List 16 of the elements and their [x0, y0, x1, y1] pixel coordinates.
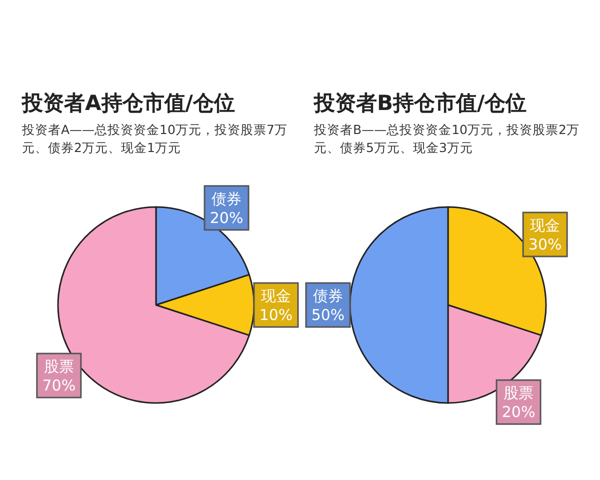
- data-label: 20%: [210, 208, 244, 227]
- chart-subtitle: 投资者B——总投资资金10万元，投资股票2万元、债券5万元、现金3万元: [313, 122, 580, 155]
- chart-title: 投资者B持仓市值/仓位: [313, 91, 527, 115]
- slice-label: 股票: [44, 358, 74, 376]
- slice-label: 债券: [313, 287, 343, 305]
- slice-label: 现金: [261, 287, 291, 305]
- slice-label: 债券: [212, 190, 242, 208]
- chart-title: 投资者A持仓市值/仓位: [21, 91, 235, 115]
- data-label: 20%: [502, 403, 536, 422]
- slice-label: 股票: [504, 384, 534, 402]
- data-label: 70%: [42, 376, 76, 395]
- chart-subtitle: 投资者A——总投资资金10万元，投资股票7万元、债券2万元、现金1万元: [21, 122, 288, 155]
- slice-label: 现金: [530, 216, 560, 234]
- data-label: 30%: [528, 235, 562, 254]
- data-label: 50%: [311, 306, 345, 324]
- data-label: 10%: [259, 306, 293, 324]
